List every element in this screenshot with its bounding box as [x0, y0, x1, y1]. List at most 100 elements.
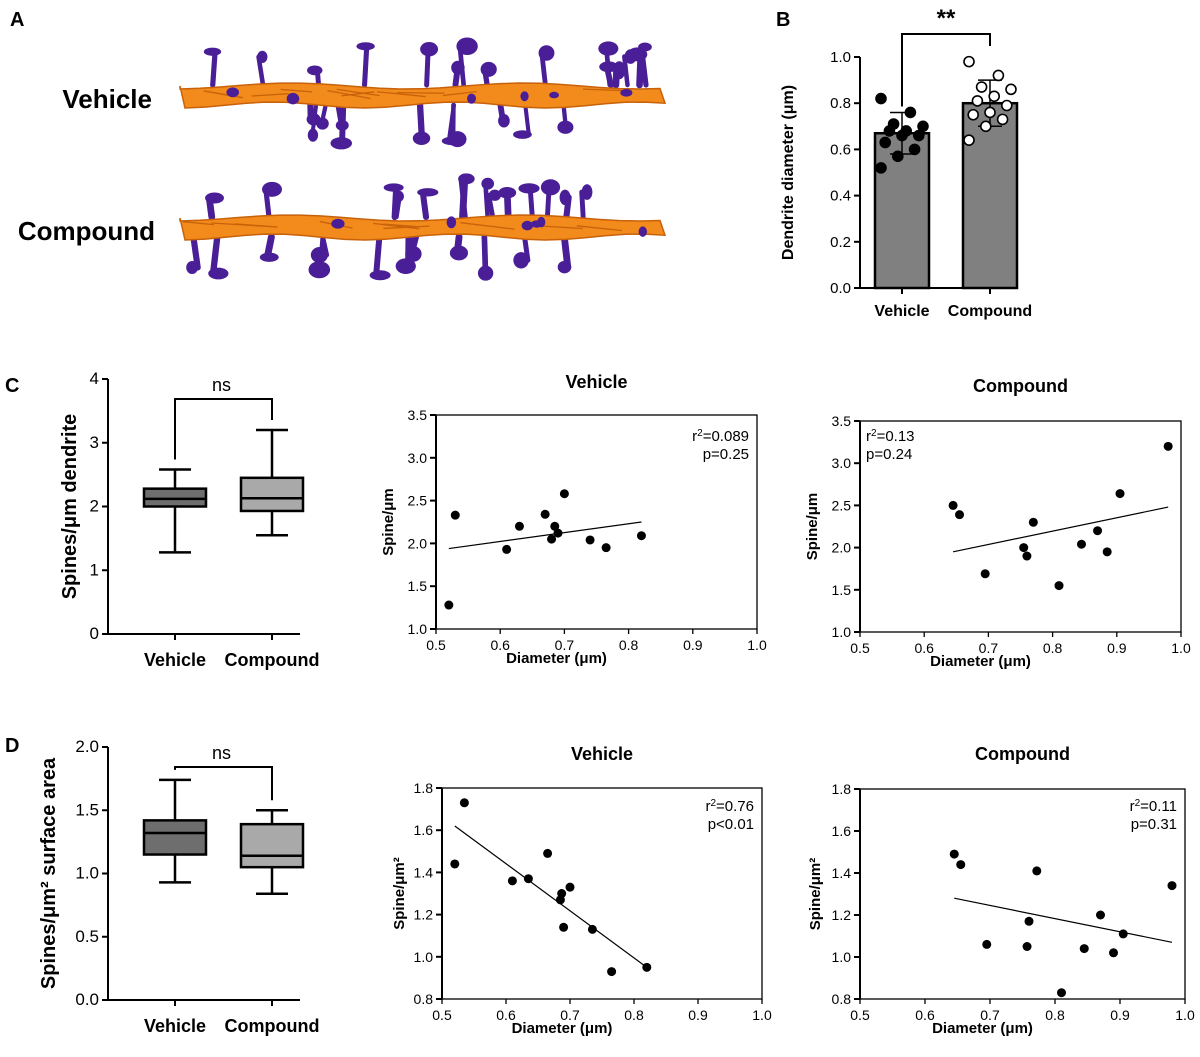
- data-point: [908, 143, 921, 156]
- spine-head: [412, 131, 431, 145]
- plot-frame: [859, 420, 1182, 633]
- spine-head: [369, 270, 391, 281]
- plot-frame: [435, 414, 758, 630]
- spine-head: [513, 252, 529, 269]
- data-point: [1076, 539, 1086, 549]
- spine-head: [557, 260, 572, 274]
- regression-line: [454, 825, 648, 968]
- spine-head: [513, 130, 532, 139]
- spine-head: [477, 265, 494, 281]
- plot-frame: [441, 787, 763, 1000]
- chart-c-box-spines: 0 1 2 3 4 Spines/μm dendrite Vehicle Compound ns: [59, 369, 319, 670]
- y-tick-label: 3.5: [408, 407, 428, 423]
- data-point: [444, 600, 454, 610]
- data-point-open: [979, 120, 992, 133]
- data-point: [601, 543, 611, 553]
- data-point: [553, 528, 563, 538]
- image-label-vehicle: Vehicle: [62, 84, 152, 114]
- chart-title: Compound: [975, 744, 1070, 764]
- x-tick-label: 0.6: [915, 1007, 935, 1023]
- data-point: [982, 939, 992, 949]
- y-tick-label: 0.5: [75, 927, 99, 946]
- significance-label: ns: [212, 375, 231, 395]
- x-tick-label: 0.9: [1110, 1007, 1130, 1023]
- spine-head: [306, 113, 321, 126]
- plot-frame: [859, 788, 1186, 1000]
- regression-line: [448, 521, 642, 550]
- x-tick-label: 1.0: [1175, 1007, 1195, 1023]
- y-tick-label: 1.6: [832, 823, 852, 839]
- x-axis-label: Diameter (μm): [506, 650, 607, 667]
- spine-head: [613, 61, 626, 80]
- data-point: [607, 967, 617, 977]
- data-point: [450, 510, 460, 520]
- data-point: [540, 509, 550, 519]
- stat-p-value: p=0.25: [703, 446, 749, 463]
- spine-neck: [419, 189, 430, 221]
- data-point: [1163, 441, 1173, 451]
- chart-c-scatter-vehicle: 1.0 1.5 2.0 2.5 3.0 3.5 Spine/μm 0.5 0.6 0.7 0.8 0.…: [380, 372, 767, 667]
- spine-head: [620, 88, 633, 97]
- x-tick-label: 0.7: [979, 640, 999, 656]
- x-tick-label: 0.8: [619, 637, 639, 653]
- y-tick-label: 0.8: [414, 991, 434, 1007]
- data-point: [1167, 881, 1177, 891]
- spine-head: [520, 91, 529, 102]
- y-axis-label: Spine/μm: [380, 488, 397, 556]
- regression-line: [954, 897, 1173, 943]
- spine-neck: [523, 102, 531, 137]
- spine-head: [203, 47, 222, 56]
- spine-head: [331, 218, 345, 229]
- spine-neck: [210, 49, 218, 88]
- data-point: [1109, 948, 1118, 958]
- data-point: [956, 860, 966, 870]
- y-tick-label: 3.0: [832, 455, 852, 471]
- x-category-label: Vehicle: [144, 1016, 206, 1036]
- data-point: [948, 500, 958, 510]
- y-tick-label: 0.6: [830, 141, 851, 158]
- spine-head: [420, 41, 439, 57]
- x-category-label: Compound: [225, 1016, 320, 1036]
- spine-neck: [459, 176, 469, 221]
- x-axis-label: Diameter (μm): [930, 653, 1031, 670]
- y-tick-label: 2.5: [832, 497, 852, 513]
- x-tick-label: 0.6: [914, 640, 934, 656]
- spine-head: [262, 181, 282, 197]
- data-point-open: [984, 106, 996, 119]
- spine-head: [540, 179, 561, 196]
- spine-head: [417, 188, 439, 197]
- spine-head: [186, 260, 198, 275]
- y-tick-label: 1.0: [832, 949, 852, 965]
- significance-bracket: [174, 766, 273, 801]
- data-point: [904, 106, 917, 119]
- spine-head: [205, 192, 224, 204]
- y-tick-label: 2.0: [75, 737, 99, 756]
- data-point-open: [975, 81, 988, 93]
- x-tick-label: 0.7: [980, 1007, 1000, 1023]
- y-tick-label: 2.5: [408, 493, 428, 509]
- spine-head: [557, 120, 574, 134]
- y-tick-label: 1.0: [408, 621, 428, 637]
- data-point: [585, 535, 595, 545]
- spine-head: [441, 136, 464, 146]
- data-point: [891, 150, 904, 163]
- spine-head: [330, 137, 353, 150]
- y-tick-label: 1.0: [414, 949, 434, 965]
- dendrite-texture: [336, 88, 380, 97]
- data-point: [879, 136, 892, 149]
- dendrite-shaft: [179, 82, 667, 109]
- y-tick-label: 1.5: [408, 578, 428, 594]
- y-tick-label: 1.2: [414, 907, 434, 923]
- spine-neck: [638, 44, 649, 88]
- spine-neck: [209, 233, 221, 277]
- y-tick-label: 1.6: [414, 822, 434, 838]
- dendrite-texture: [576, 225, 622, 232]
- y-tick-label: 0.4: [830, 188, 851, 205]
- data-point: [565, 882, 575, 892]
- data-point: [1115, 489, 1125, 499]
- x-tick-label: 0.6: [490, 637, 510, 653]
- chart-title: Compound: [973, 376, 1068, 396]
- x-category-label: Compound: [225, 650, 320, 670]
- x-category-label: Compound: [948, 303, 1032, 320]
- dendrite-texture: [460, 222, 515, 230]
